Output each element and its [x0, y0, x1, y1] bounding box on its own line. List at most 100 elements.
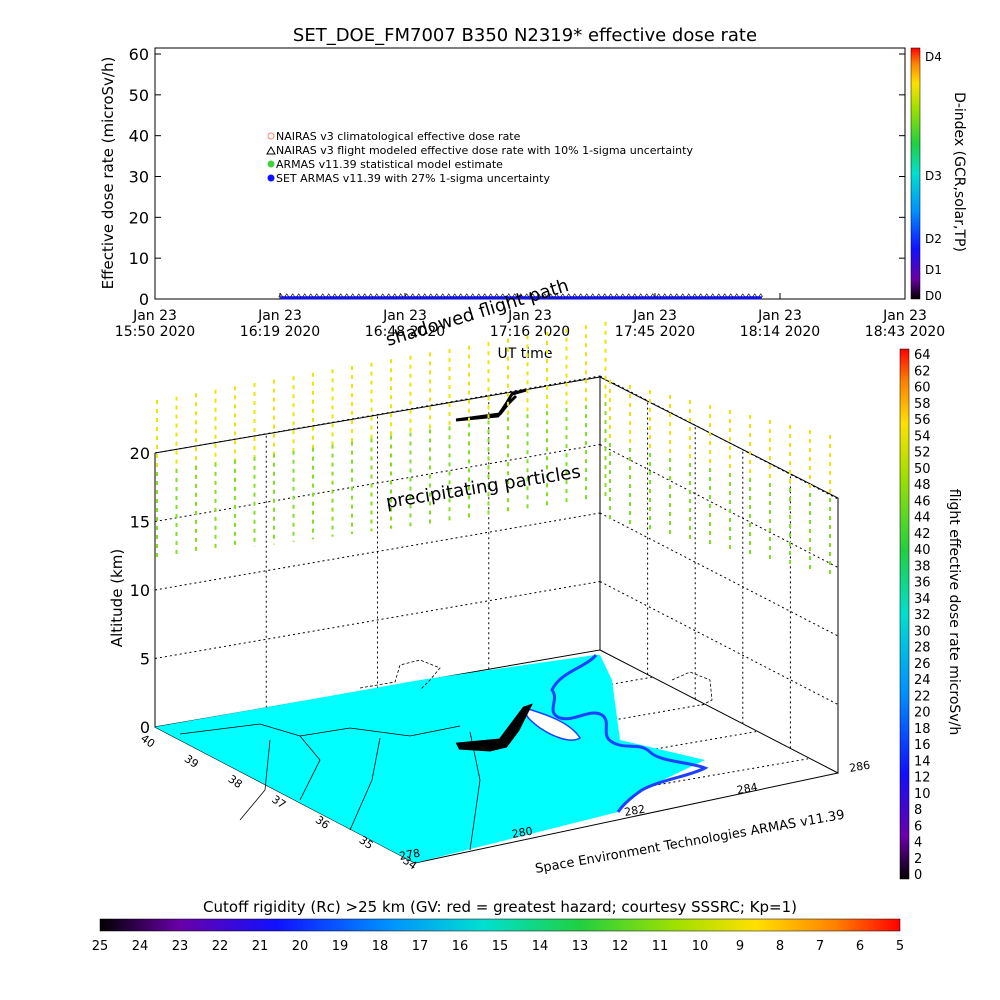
map-land-fill [155, 655, 705, 863]
nairas-flight-marker [542, 293, 547, 297]
rigidity-tick-label: 13 [572, 939, 589, 954]
dose-tick-label: 42 [914, 527, 931, 542]
nairas-flight-marker [368, 293, 373, 297]
top-y-axis-label: Effective dose rate (microSv/h) [99, 57, 117, 290]
nairas-flight-marker [632, 293, 637, 297]
nairas-flight-marker [554, 293, 559, 297]
rigidity-tick-label: 7 [816, 939, 824, 954]
rigidity-tick-label: 21 [252, 939, 269, 954]
altitude-tick-label: 10 [130, 581, 150, 600]
dose-tick-label: 0 [914, 868, 922, 883]
rigidity-tick-label: 17 [412, 939, 429, 954]
nairas-flight-marker [344, 293, 349, 297]
dose-tick-label: 4 [914, 836, 922, 851]
nairas-flight-marker [566, 293, 571, 297]
rigidity-tick-label: 11 [652, 939, 669, 954]
rigidity-ticks: 25 24 23 22 21 20 19 18 17 16 15 14 13 12 11 10 9 8 7 6 5 [92, 939, 904, 954]
longitude-tick-label: 282 [623, 803, 646, 819]
dose-tick-label: 48 [914, 478, 931, 493]
nairas-flight-marker [458, 293, 463, 297]
dose-tick-label: 10 [914, 787, 931, 802]
nairas-flight-marker [278, 293, 283, 297]
nairas-flight-marker [752, 293, 757, 297]
longitude-tick-label: 278 [398, 847, 421, 863]
nairas-flight-marker [596, 293, 601, 297]
dindex-label: D1 [925, 263, 942, 277]
nairas-flight-marker [494, 293, 499, 297]
grid-line [599, 581, 839, 705]
latitude-tick-label: 38 [226, 772, 245, 791]
nairas-flight-marker [548, 293, 553, 297]
rigidity-tick-label: 23 [172, 939, 189, 954]
legend-label: SET ARMAS v11.39 with 27% 1-sigma uncert… [276, 172, 550, 185]
nairas-flight-marker [500, 293, 505, 297]
rigidity-tick-label: 22 [212, 939, 229, 954]
dose-tick-label: 40 [914, 543, 931, 558]
nairas-flight-marker [380, 293, 385, 297]
x-tick-label-time: 17:45 2020 [615, 324, 695, 340]
nairas-flight-marker [338, 293, 343, 297]
dose-tick-label: 50 [914, 462, 931, 477]
nairas-flight-marker [374, 293, 379, 297]
rigidity-tick-label: 8 [776, 939, 784, 954]
nairas-flight-marker [440, 293, 445, 297]
nairas-flight-marker [680, 293, 685, 297]
rigidity-tick-label: 14 [532, 939, 549, 954]
x-tick-label-time: 16:48 2020 [365, 324, 445, 340]
nairas-flight-marker [410, 293, 415, 297]
top-chart-title: SET_DOE_FM7007 B350 N2319* effective dos… [293, 25, 757, 46]
dose-tick-label: 56 [914, 413, 931, 428]
nairas-flight-marker [332, 293, 337, 297]
coastline [550, 653, 709, 813]
dose-tick-label: 60 [914, 381, 931, 396]
dose-tick-label: 18 [914, 722, 931, 737]
rigidity-tick-label: 6 [856, 939, 864, 954]
nairas-flight-marker [590, 293, 595, 297]
nairas-flight-marker [758, 293, 763, 297]
dose-tick-label: 46 [914, 494, 931, 509]
nairas-flight-marker [356, 293, 361, 297]
grid-line [599, 512, 839, 637]
rigidity-tick-label: 12 [612, 939, 629, 954]
latitude-tick-label: 39 [182, 752, 201, 771]
dose-tick-label: 34 [914, 592, 931, 607]
dindex-colorbar [910, 47, 921, 300]
legend-label: ARMAS v11.39 statistical model estimate [276, 158, 503, 171]
x-tick-label-time: 18:43 2020 [865, 324, 945, 340]
state-borders [179, 723, 481, 851]
legend-marker [267, 174, 275, 182]
altitude-axis-label: Altitude (km) [108, 549, 126, 647]
nairas-flight-marker [650, 293, 655, 297]
longitude-tick-label: 284 [736, 781, 759, 797]
bay-inlet [524, 707, 582, 741]
nairas-flight-marker [446, 293, 451, 297]
nairas-flight-marker [512, 293, 517, 297]
x-tick-label-date: Jan 23 [882, 308, 927, 324]
nairas-flight-marker [452, 293, 457, 297]
dose-tick-label: 64 [914, 348, 931, 363]
legend-marker [267, 160, 275, 168]
dindex-label: D4 [925, 50, 942, 64]
grid-line [154, 375, 601, 454]
dose-tick-label: 62 [914, 364, 931, 379]
y-tick-label: 0 [139, 290, 149, 309]
three-d-panel: shadowed flight path precipitating parti… [108, 275, 962, 883]
nairas-flight-marker [704, 293, 709, 297]
nairas-flight-marker [404, 293, 409, 297]
dose-tick-label: 28 [914, 641, 931, 656]
nairas-flight-marker [698, 293, 703, 297]
nairas-flight-marker [506, 293, 511, 297]
nairas-flight-marker [476, 293, 481, 297]
nairas-flight-marker [656, 293, 661, 297]
rigidity-tick-label: 10 [692, 939, 709, 954]
dose-tick-label: 36 [914, 576, 931, 591]
x-tick-label-time: 18:14 2020 [740, 324, 820, 340]
dose-tick-label: 20 [914, 706, 931, 721]
nairas-flight-marker [524, 293, 529, 297]
x-tick-label-date: Jan 23 [382, 308, 427, 324]
nairas-flight-marker [686, 293, 691, 297]
dose-tick-label: 38 [914, 559, 931, 574]
dose-colorbar-ticks: 0246810121416182022242628303234363840424… [914, 348, 931, 883]
rigidity-tick-label: 25 [92, 939, 109, 954]
